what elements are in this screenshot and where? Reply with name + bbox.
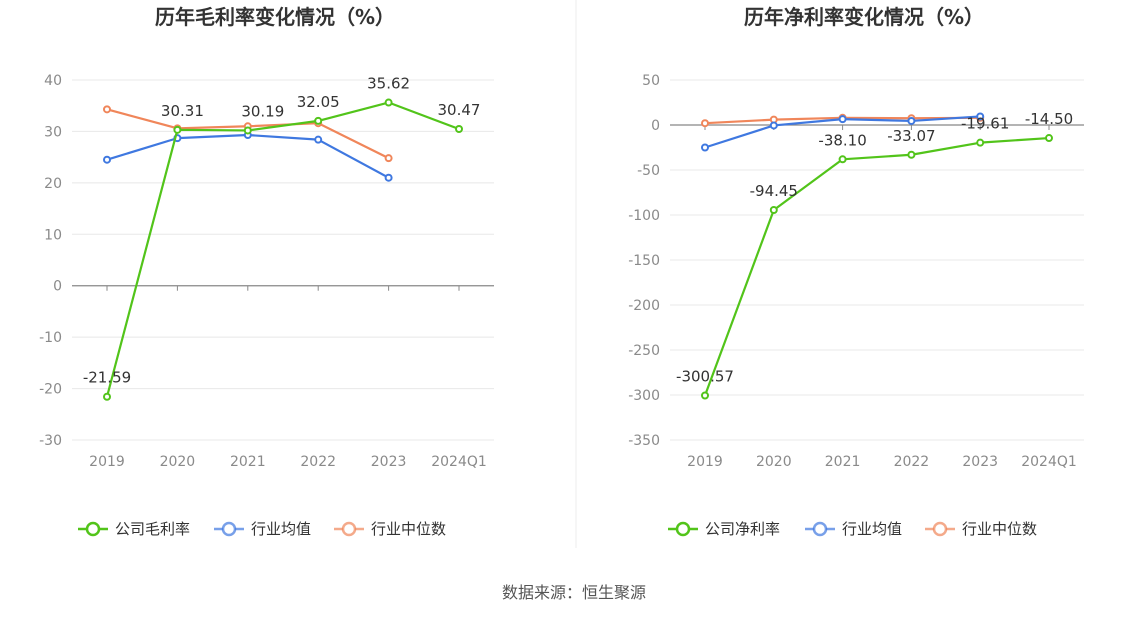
x-tick-label: 2019 — [89, 454, 125, 470]
y-tick-label: -350 — [628, 433, 660, 449]
data-point — [384, 154, 393, 163]
data-point — [907, 116, 916, 125]
y-tick-label: -20 — [39, 382, 62, 398]
data-point — [838, 115, 847, 124]
data-label: -94.45 — [750, 182, 798, 200]
data-point — [838, 155, 847, 164]
data-point — [769, 206, 778, 215]
legend-marker — [85, 521, 101, 537]
data-point — [384, 98, 393, 107]
data-label: -33.07 — [887, 127, 935, 145]
x-tick-label: 2021 — [230, 454, 266, 470]
x-tick-label: 2020 — [756, 454, 792, 470]
data-point — [701, 391, 709, 400]
data-point — [173, 125, 182, 134]
data-label: -14.50 — [1025, 110, 1073, 128]
net-margin-chart: 历年净利率变化情况（%） 50 0 -50 -100 -150 -200 -250 -300 -3… — [628, 5, 1084, 538]
data-point — [103, 105, 111, 114]
data-point — [455, 125, 463, 134]
y-tick-label: -50 — [637, 163, 660, 179]
data-label: 30.47 — [438, 101, 481, 119]
series-line-0 — [105, 101, 460, 398]
data-point — [243, 126, 252, 135]
legend-marker — [812, 521, 828, 537]
data-point — [1045, 134, 1053, 143]
data-label: -19.61 — [961, 115, 1009, 133]
data-point — [976, 112, 985, 121]
y-tick-label: 30 — [44, 124, 62, 140]
y-tick-label: 10 — [44, 227, 62, 243]
x-tick-label: 2023 — [371, 454, 407, 470]
x-tick-label: 2024Q1 — [431, 454, 487, 470]
x-tick-label: 2023 — [962, 454, 998, 470]
x-tick-label: 2021 — [825, 454, 861, 470]
legend-marker — [341, 521, 357, 537]
data-point — [701, 143, 709, 152]
data-point — [103, 392, 111, 401]
data-label: -21.59 — [83, 369, 131, 387]
y-tick-label: -10 — [39, 330, 62, 346]
y-tick-label: 0 — [53, 279, 62, 295]
data-point — [769, 121, 778, 130]
legend-label: 公司毛利率 — [115, 520, 190, 538]
x-tick-label: 2020 — [160, 454, 196, 470]
x-tick-label: 2024Q1 — [1021, 454, 1077, 470]
data-label: 35.62 — [367, 75, 410, 93]
x-tick-label: 2022 — [300, 454, 336, 470]
data-point — [314, 135, 323, 144]
data-source-text: 数据来源：恒生聚源 — [502, 583, 646, 602]
y-tick-label: 40 — [44, 73, 62, 89]
chart-title: 历年毛利率变化情况（%） — [155, 5, 395, 29]
gross-margin-chart: 历年毛利率变化情况（%） 40 30 20 10 0 -10 -20 -30 2019 2020 20… — [39, 5, 494, 538]
legend-label: 公司净利率 — [705, 520, 780, 538]
data-label: 32.05 — [297, 93, 340, 111]
data-label: -300.57 — [676, 368, 734, 386]
y-tick-label: -150 — [628, 253, 660, 269]
data-point — [314, 116, 323, 125]
y-tick-label: -30 — [39, 433, 62, 449]
y-tick-label: -100 — [628, 208, 660, 224]
data-point — [701, 119, 709, 128]
y-tick-label: -250 — [628, 343, 660, 359]
x-tick-label: 2022 — [894, 454, 930, 470]
legend-label: 行业中位数 — [962, 520, 1037, 538]
legend-label: 行业中位数 — [371, 520, 446, 538]
legend-marker — [932, 521, 948, 537]
data-label: 30.31 — [161, 102, 204, 120]
data-point — [384, 173, 393, 182]
legend-label: 行业均值 — [251, 520, 311, 538]
data-label: -38.10 — [818, 131, 866, 149]
chart-title: 历年净利率变化情况（%） — [744, 5, 984, 29]
y-tick-label: -300 — [628, 388, 660, 404]
y-tick-label: 20 — [44, 176, 62, 192]
series-line-1 — [106, 133, 390, 179]
data-point — [103, 155, 111, 164]
y-tick-label: 50 — [642, 73, 660, 89]
data-label: 30.19 — [241, 102, 284, 120]
x-tick-label: 2019 — [687, 454, 723, 470]
data-point — [976, 138, 985, 147]
legend-marker — [675, 521, 691, 537]
series-line-0 — [703, 136, 1050, 396]
data-point — [907, 150, 916, 159]
legend-label: 行业均值 — [842, 520, 902, 538]
y-tick-label: -200 — [628, 298, 660, 314]
legend-marker — [221, 521, 237, 537]
y-tick-label: 0 — [651, 118, 660, 134]
